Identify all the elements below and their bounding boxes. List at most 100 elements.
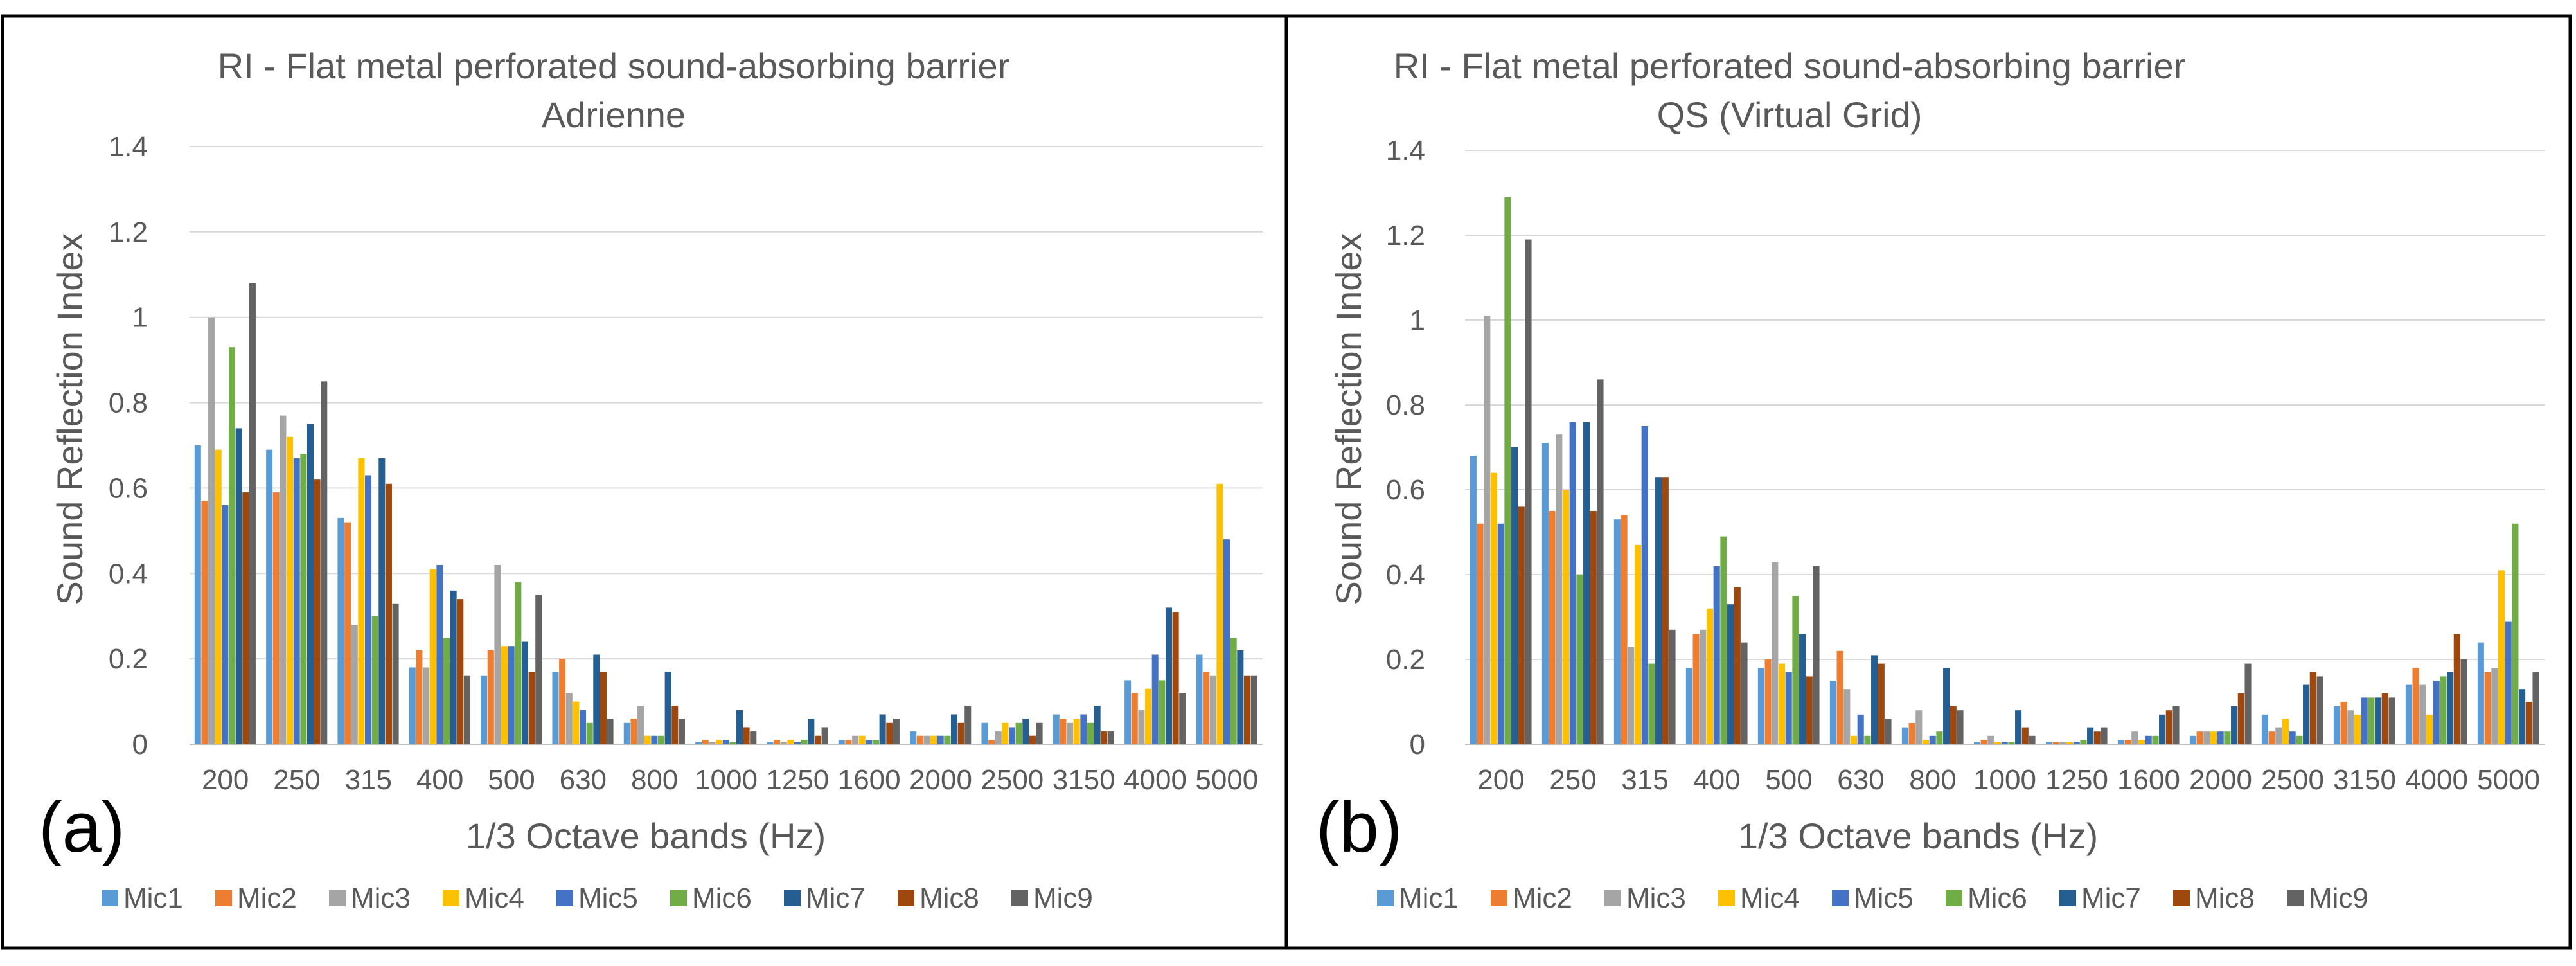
x-tick-label: 4000 xyxy=(2405,764,2468,796)
bar-mic7-250 xyxy=(1583,422,1590,744)
bar-mic3-2500 xyxy=(2275,727,2282,744)
legend-label-mic1: Mic1 xyxy=(1399,882,1459,914)
legend-label-mic8: Mic8 xyxy=(2195,882,2255,914)
bar-mic1-3150 xyxy=(2333,706,2340,744)
y-tick-label: 1.2 xyxy=(109,217,148,248)
bar-mic4-630 xyxy=(573,701,580,744)
x-tick-label: 1000 xyxy=(1973,764,2036,796)
bar-mic6-500 xyxy=(515,582,522,744)
bar-mic8-400 xyxy=(457,599,464,744)
x-tick-label: 630 xyxy=(1837,764,1884,796)
bars xyxy=(1470,197,2539,745)
bar-mic1-1250 xyxy=(767,742,774,744)
bar-mic8-200 xyxy=(1518,506,1525,744)
bar-mic3-5000 xyxy=(1209,675,1216,744)
chart-panel-b: RI - Flat metal perforated sound-absorbi… xyxy=(1316,46,2545,914)
bar-mic4-630 xyxy=(1850,735,1858,744)
bar-mic5-400 xyxy=(1713,566,1720,744)
bar-mic2-2000 xyxy=(2196,731,2203,744)
chart-title: RI - Flat metal perforated sound-absorbi… xyxy=(218,46,1010,86)
bar-mic3-250 xyxy=(1556,434,1563,744)
x-tick-label: 2500 xyxy=(981,764,1044,796)
bar-mic5-500 xyxy=(1785,672,1792,744)
bar-mic7-1600 xyxy=(879,714,886,744)
bar-mic6-3150 xyxy=(2368,697,2375,744)
bar-mic4-800 xyxy=(644,735,651,744)
bar-mic3-4000 xyxy=(2419,684,2426,744)
bar-mic3-500 xyxy=(494,565,501,744)
bar-mic5-3150 xyxy=(1080,714,1087,744)
bar-mic1-2500 xyxy=(981,722,988,744)
legend-label-mic7: Mic7 xyxy=(806,882,866,914)
y-tick-label: 0 xyxy=(1410,729,1425,760)
bar-mic7-2000 xyxy=(950,714,957,744)
bar-mic8-5000 xyxy=(2525,702,2532,744)
bar-mic9-4000 xyxy=(1179,693,1186,744)
bar-mic9-5000 xyxy=(2532,672,2539,744)
bar-mic2-630 xyxy=(1836,650,1843,744)
x-tick-label: 3150 xyxy=(1053,764,1115,796)
legend-swatch-mic1 xyxy=(102,890,118,906)
bar-mic8-2000 xyxy=(957,722,964,744)
bar-mic7-500 xyxy=(1799,634,1806,744)
legend-swatch-mic6 xyxy=(1946,890,1962,906)
bar-mic1-315 xyxy=(1613,519,1621,744)
bar-mic6-250 xyxy=(300,454,307,744)
bar-mic4-2500 xyxy=(2282,719,2289,744)
bar-mic9-800 xyxy=(1957,710,1964,744)
bar-mic1-630 xyxy=(1829,681,1836,744)
legend-label-mic7: Mic7 xyxy=(2081,882,2141,914)
legend-label-mic9: Mic9 xyxy=(2309,882,2368,914)
bar-mic9-315 xyxy=(392,603,399,744)
bar-mic2-500 xyxy=(1764,659,1772,744)
bar-mic5-2500 xyxy=(2289,731,2296,744)
bar-mic6-630 xyxy=(1864,735,1871,744)
bar-mic1-1600 xyxy=(2117,740,2124,744)
bar-mic9-400 xyxy=(1741,642,1748,744)
x-tick-label: 5000 xyxy=(1195,764,1258,796)
bar-mic1-1600 xyxy=(838,740,845,744)
x-tick-label: 1600 xyxy=(838,764,901,796)
x-tick-label: 5000 xyxy=(2477,764,2540,796)
bar-mic4-5000 xyxy=(2498,570,2505,744)
bar-mic6-1600 xyxy=(2152,735,2159,744)
bar-mic6-315 xyxy=(371,616,378,744)
bar-mic3-400 xyxy=(423,667,430,744)
bar-mic4-1250 xyxy=(787,740,794,744)
bar-mic5-250 xyxy=(293,458,300,744)
bar-mic8-500 xyxy=(1806,676,1813,744)
bar-mic5-5000 xyxy=(1223,539,1230,744)
legend: Mic1 Mic2 Mic3 Mic4 Mic5 Mic6 Mic7 Mic8 Mic9 xyxy=(1377,882,2368,914)
bar-mic5-3150 xyxy=(2361,697,2368,744)
bar-mic3-630 xyxy=(1843,689,1851,744)
bar-mic2-1600 xyxy=(845,740,852,744)
legend-swatch-mic8 xyxy=(2173,890,2190,906)
bar-mic8-800 xyxy=(1950,706,1957,744)
bar-mic3-1600 xyxy=(852,735,859,744)
bar-mic4-200 xyxy=(215,449,222,744)
bar-mic7-2000 xyxy=(2231,706,2238,744)
bar-mic2-3150 xyxy=(1060,719,1067,744)
bar-mic1-800 xyxy=(1901,727,1908,744)
bar-mic9-1000 xyxy=(750,731,757,744)
y-tick-label: 0 xyxy=(132,729,148,760)
bar-mic2-2500 xyxy=(988,740,995,744)
bar-mic3-1250 xyxy=(780,742,787,744)
panel-frame-b xyxy=(1284,14,2572,950)
bar-mic6-2000 xyxy=(2224,731,2231,744)
bar-mic8-2500 xyxy=(1029,735,1036,744)
bar-mic3-1000 xyxy=(1987,735,1994,744)
bar-mic9-2500 xyxy=(2316,676,2323,744)
bar-mic5-1250 xyxy=(794,742,801,744)
bar-mic5-800 xyxy=(651,735,658,744)
bar-mic9-1600 xyxy=(2172,706,2180,744)
legend-label-mic2: Mic2 xyxy=(237,882,297,914)
x-tick-label: 2000 xyxy=(2189,764,2252,796)
bar-mic2-800 xyxy=(1908,723,1915,744)
bar-mic4-400 xyxy=(429,569,436,744)
bar-mic6-1000 xyxy=(729,742,736,744)
bar-mic4-315 xyxy=(1634,544,1642,744)
x-tick-label: 1000 xyxy=(695,764,758,796)
y-tick-label: 0.8 xyxy=(109,388,148,419)
bar-mic7-630 xyxy=(593,654,600,744)
